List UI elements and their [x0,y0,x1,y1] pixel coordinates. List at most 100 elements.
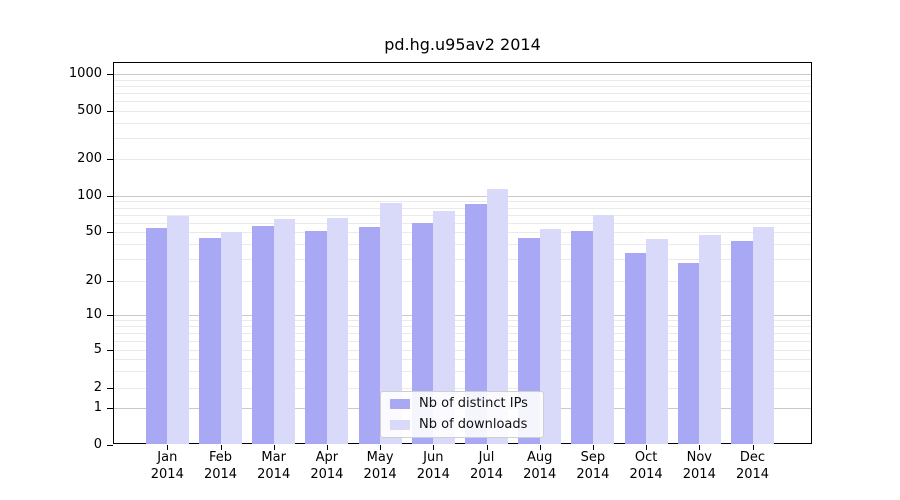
y-tick-label: 500 [77,103,102,118]
y-tick [107,388,113,389]
gridline [114,79,811,81]
bar-ips-may [358,227,381,444]
legend-item-distinct-ips: Nb of distinct IPs [390,395,534,413]
bar-ips-mar [252,226,274,444]
gridline [114,281,811,282]
bar-downloads-sep [592,215,615,444]
x-tick-label-year: 2014 [629,467,663,482]
bar-downloads-dec [752,227,774,444]
gridline [114,232,811,233]
x-tick [167,445,168,450]
x-tick-label-year: 2014 [735,467,770,482]
x-tick [221,445,222,450]
x-tick-label-month: Sep [580,450,606,465]
y-tick-label: 1 [93,400,102,415]
x-tick [753,445,754,450]
y-tick-label: 5 [93,342,102,357]
y-tick-label: 2 [93,380,102,395]
x-tick-label-month: Oct [634,450,658,465]
gridline [114,207,811,209]
y-tick-label: 50 [85,224,102,239]
x-tick-label-month: Nov [686,450,712,465]
gridline [114,201,811,203]
gridline [114,371,811,373]
x-tick-label-year: 2014 [150,467,184,482]
plot-area [113,62,812,444]
gridline [114,137,811,139]
gridline [114,388,811,389]
gridline [114,340,811,342]
x-tick-label-month: May [366,450,394,465]
x-tick-label-month: Dec [739,450,766,465]
bar-downloads-may [380,202,402,444]
bar-downloads-apr [326,218,349,444]
x-tick-label-month: Mar [261,450,286,465]
x-tick-label-month: Feb [208,450,233,465]
x-tick-label-month: Jul [478,450,495,465]
gridline [114,122,811,124]
bar-downloads-mar [273,219,296,444]
bar-ips-sep [571,230,593,444]
gridline-major [114,74,811,75]
x-tick-label-year: 2014 [363,467,397,482]
bar-ips-dec [731,241,753,444]
legend-swatch-downloads-icon [390,420,410,430]
y-tick-label: 20 [85,273,102,288]
x-tick-label-month: Jan [157,450,178,465]
y-tick-label: 10 [85,307,102,322]
bar-ips-jul [465,203,487,444]
x-tick [274,445,275,450]
x-tick [327,445,328,450]
x-tick-label-year: 2014 [203,467,238,482]
x-tick [593,445,594,450]
bar-ips-oct [624,252,647,444]
gridline [114,214,811,216]
y-tick [107,232,113,233]
x-tick-label-year: 2014 [576,467,610,482]
y-tick [107,196,113,197]
bar-downloads-jun [433,210,455,444]
gridline [114,93,811,95]
legend: Nb of distinct IPs Nb of downloads [380,391,544,438]
bar-ips-apr [305,230,327,444]
x-tick [540,445,541,450]
x-tick-label-year: 2014 [469,467,504,482]
bar-downloads-jul [486,188,508,444]
gridline [114,222,811,224]
gridline [114,320,811,322]
legend-label-distinct-ips: Nb of distinct IPs [419,396,528,411]
bar-ips-jun [411,222,434,444]
gridline [114,101,811,103]
x-tick [646,445,647,450]
y-tick [107,159,113,160]
gridline [114,350,811,351]
gridline [114,111,811,112]
x-tick-label-month: Aug [526,450,553,465]
legend-label-downloads: Nb of downloads [419,417,528,432]
y-tick-label: 0 [93,437,102,452]
y-tick [107,408,113,409]
x-tick [487,445,488,450]
gridline [114,85,811,87]
bar-downloads-jan [167,216,189,444]
gridline-major [114,315,811,316]
y-tick [107,315,113,316]
gridline [114,326,811,328]
gridline [114,359,811,361]
gridline [114,333,811,334]
y-tick-label: 100 [77,188,102,203]
bar-ips-feb [199,237,221,444]
y-tick [107,350,113,351]
y-tick [107,445,113,446]
y-tick [107,111,113,112]
x-tick-label-month: Jun [423,450,444,465]
gridline [114,243,811,245]
x-tick [433,445,434,450]
y-tick [107,281,113,282]
y-tick [107,74,113,75]
gridline [114,159,811,160]
bar-ips-nov [677,263,700,444]
x-tick [699,445,700,450]
x-tick-label-month: Apr [315,450,339,465]
